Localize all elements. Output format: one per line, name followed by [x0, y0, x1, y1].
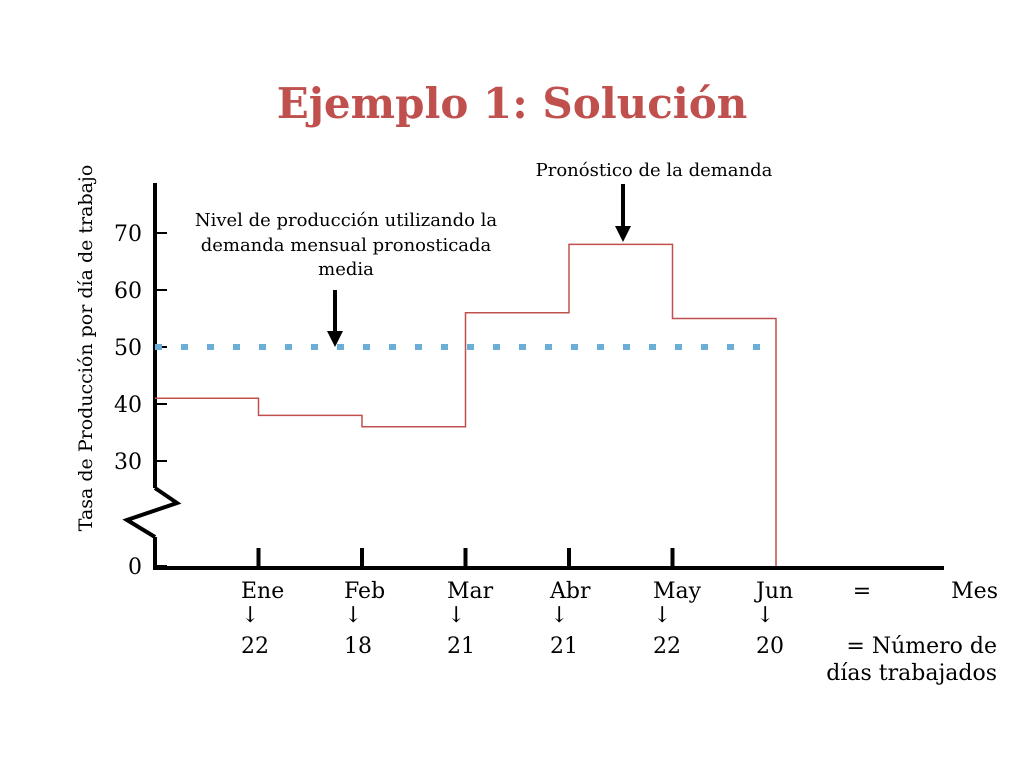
- month-row-label: Mes: [951, 579, 998, 604]
- axis-labels: 70605040300Ene↓22Feb↓18Mar↓21Abr↓21May↓2…: [114, 222, 998, 686]
- working-days-value: 22: [653, 634, 681, 659]
- level-annotation-line2: demanda mensual pronosticada: [201, 235, 492, 256]
- y-tick-label: 60: [114, 279, 142, 304]
- month-label: Abr: [549, 579, 591, 604]
- y-tick-label: 50: [114, 336, 142, 361]
- down-arrow-glyph: ↓: [241, 603, 259, 628]
- down-arrow-glyph: ↓: [344, 603, 362, 628]
- y-tick-label: 30: [114, 450, 142, 475]
- y-axis-break: [122, 486, 182, 539]
- month-label: Mar: [447, 579, 494, 604]
- down-arrow-glyph: ↓: [653, 603, 671, 628]
- forecast-arrow-head: [615, 226, 631, 242]
- days-row-label-line2: días trabajados: [826, 661, 997, 686]
- month-label: May: [653, 579, 702, 604]
- working-days-value: 21: [550, 634, 578, 659]
- working-days-value: 21: [447, 634, 475, 659]
- level-annotation-line1: Nivel de producción utilizando la: [195, 210, 498, 231]
- axis-ticks: [155, 232, 675, 568]
- working-days-value: 22: [241, 634, 269, 659]
- month-label: Feb: [344, 579, 385, 604]
- days-row-label-line1: = Número de: [846, 634, 997, 659]
- series-step-line: [155, 243, 777, 566]
- down-arrow-glyph: ↓: [550, 603, 568, 628]
- level-arrow-head: [327, 331, 343, 347]
- y-tick-label: 70: [114, 222, 142, 247]
- month-label: Jun: [754, 579, 793, 604]
- y-axis-title: Tasa de Producción por día de trabajo: [75, 165, 97, 532]
- forecast-annotation: Pronóstico de la demanda: [536, 160, 773, 181]
- month-row-equals: =: [853, 579, 871, 604]
- down-arrow-glyph: ↓: [756, 603, 774, 628]
- series-group: [155, 243, 777, 566]
- month-label: Ene: [241, 579, 284, 604]
- slide-title: Ejemplo 1: Solución: [276, 79, 748, 128]
- level-annotation-line3: media: [318, 259, 374, 280]
- working-days-value: 18: [344, 634, 372, 659]
- y-tick-label: 0: [128, 555, 142, 580]
- down-arrow-glyph: ↓: [447, 603, 465, 628]
- working-days-value: 20: [756, 634, 784, 659]
- y-tick-label: 40: [114, 393, 142, 418]
